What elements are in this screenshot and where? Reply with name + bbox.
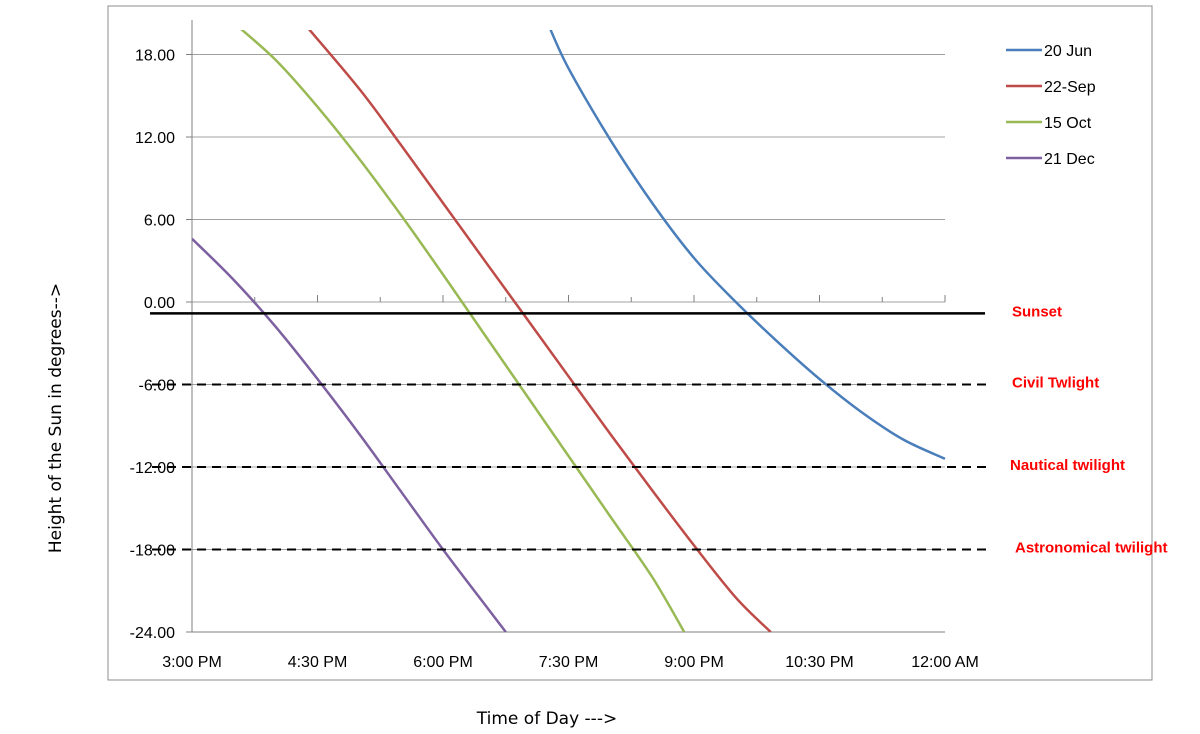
reference-lines: Sunset Civil Twlight Nautical twilight Astr…: [150, 303, 1168, 557]
y-tick-label: -6.00: [139, 378, 176, 395]
y-tick-label: -24.00: [130, 625, 175, 642]
x-tick-label: 10:30 PM: [785, 654, 853, 671]
reference-label: Civil Twlight: [1012, 375, 1099, 392]
x-axis-title: Time of Day --->: [476, 709, 617, 729]
legend-label: 21 Dec: [1044, 151, 1095, 168]
series-line-2: [240, 30, 686, 632]
chart-border: [107, 5, 1153, 681]
y-axis-title: Height of the Sun in degrees-->: [46, 283, 66, 553]
x-tick-label: 9:00 PM: [664, 654, 724, 671]
y-tick-label: 6.00: [144, 213, 175, 230]
y-tick-label: 0.00: [144, 295, 175, 312]
reference-label: Nautical twilight: [1010, 457, 1125, 474]
x-tick-label: 4:30 PM: [288, 654, 348, 671]
legend-label: 20 Jun: [1044, 43, 1092, 60]
series-line-3: [192, 237, 507, 632]
series-line-1: [308, 30, 772, 632]
reference-label: Sunset: [1012, 303, 1062, 320]
legend: 20 Jun 22-Sep 15 Oct 21 Dec: [1006, 43, 1096, 168]
series-line-0: [549, 30, 946, 460]
series-lines: [192, 30, 946, 632]
legend-label: 15 Oct: [1044, 115, 1092, 132]
y-tick-label: -12.00: [130, 460, 175, 477]
x-tick-label: 7:30 PM: [539, 654, 599, 671]
x-tick-label: 12:00 AM: [911, 654, 979, 671]
tick-labels: 18.00 12.00 6.00 0.00 -6.00 -12.00 -18.00 -24.0…: [130, 48, 979, 672]
y-tick-label: -18.00: [130, 543, 175, 560]
x-tick-label: 3:00 PM: [162, 654, 222, 671]
reference-label: Astronomical twilight: [1015, 540, 1168, 557]
x-tick-label: 6:00 PM: [413, 654, 473, 671]
legend-label: 22-Sep: [1044, 79, 1096, 96]
y-tick-label: 12.00: [135, 130, 175, 147]
y-tick-label: 18.00: [135, 48, 175, 65]
